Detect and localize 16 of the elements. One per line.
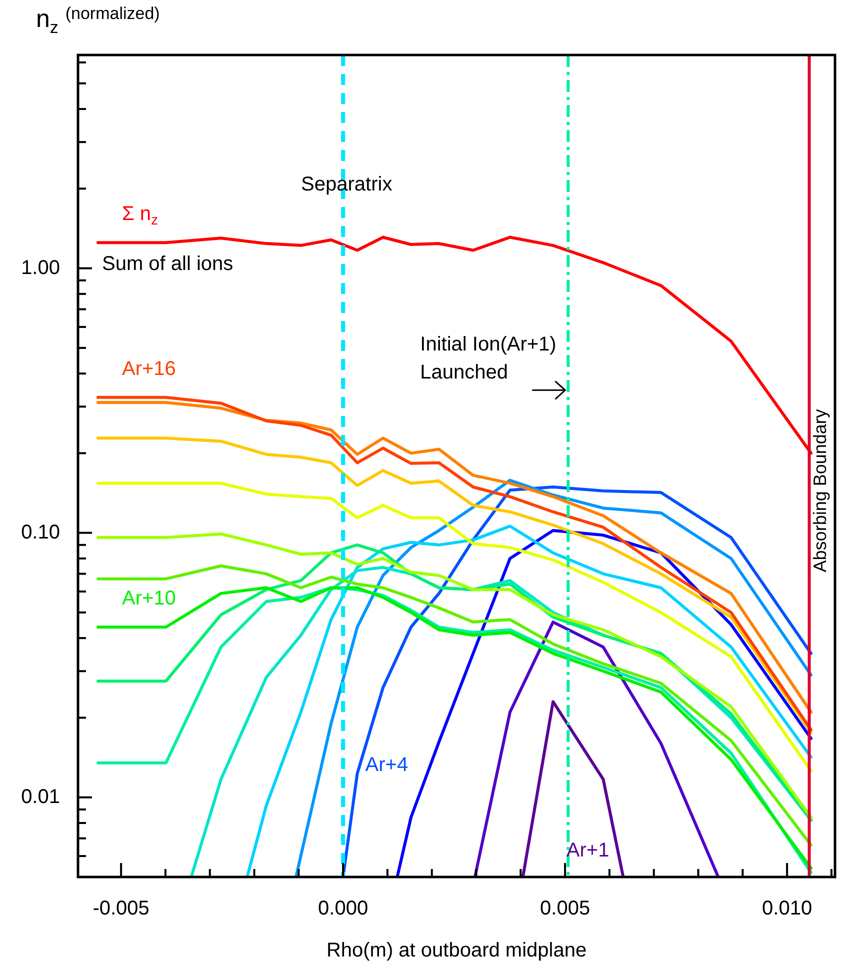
ref-line-label: Separatrix — [301, 173, 392, 196]
series-label: Ar+16 — [122, 358, 176, 380]
ref-line-label: Absorbing Boundary — [810, 409, 830, 572]
annotation: Sum of all ions — [102, 253, 234, 276]
series-label: Ar+1 — [566, 840, 610, 862]
y-tick-label: 1.00 — [21, 256, 60, 279]
x-tick-label: 0.010 — [762, 898, 812, 920]
x-tick-label: -0.005 — [92, 898, 150, 920]
series-label: Ar+4 — [365, 754, 408, 776]
y-tick-label: 0.01 — [21, 786, 60, 808]
x-axis-title: Rho(m) at outboard midplane — [326, 940, 587, 962]
x-tick-label: 0.000 — [318, 898, 368, 920]
x-tick-label: 0.005 — [540, 898, 590, 920]
ref-line-label: Initial Ion(Ar+1) Launched — [420, 334, 556, 384]
y-tick-label: 0.10 — [21, 521, 60, 544]
series-label: Ar+10 — [122, 588, 176, 610]
